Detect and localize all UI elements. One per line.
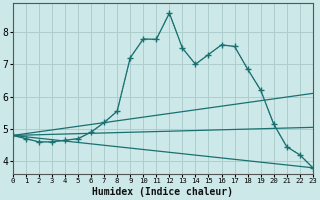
X-axis label: Humidex (Indice chaleur): Humidex (Indice chaleur) [92, 187, 233, 197]
